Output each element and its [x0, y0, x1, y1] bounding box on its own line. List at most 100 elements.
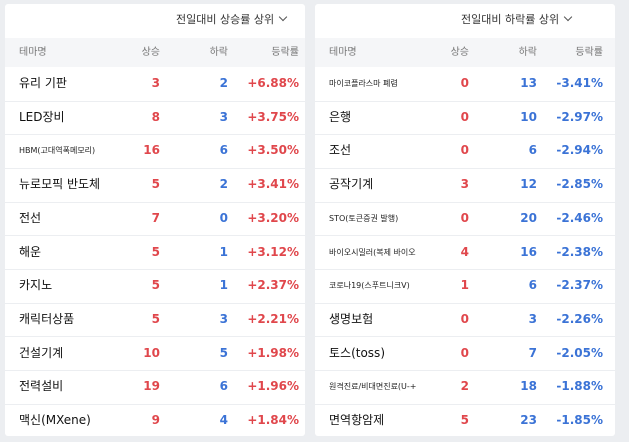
rise-count: 0 [460, 311, 469, 326]
theme-name: 공작기계 [329, 177, 374, 192]
header-fall: 하락 [518, 47, 537, 58]
sort-dropdown-rising[interactable]: 전일대비 상승률 상위 [5, 10, 305, 30]
fall-count: 6 [528, 278, 537, 293]
table-row[interactable]: 건설기계 10 5 +1.98% [5, 337, 305, 372]
theme-name: 해운 [19, 244, 42, 259]
theme-name: 유리 기판 [19, 76, 67, 90]
rise-count: 9 [151, 413, 160, 427]
rise-count: 0 [460, 210, 469, 225]
table-row[interactable]: 전선 7 0 +3.20% [5, 202, 305, 237]
table-header: 테마명 상승 하락 등락률 [315, 38, 615, 67]
table-row[interactable]: 토스(toss) 0 7 -2.05% [315, 337, 615, 372]
table-row[interactable]: 생명보험 0 3 -2.26% [315, 303, 615, 338]
rise-count: 10 [143, 345, 160, 360]
header-theme-name: 테마명 [329, 47, 357, 58]
falling-themes-panel: 전일대비 하락률 상위 테마명 상승 하락 등락률 마이코플라스마 폐렴 0 13-… [315, 4, 615, 436]
rise-count: 5 [460, 413, 469, 427]
fall-count: 16 [520, 244, 537, 259]
table-row[interactable]: 유리 기판 3 2 +6.88% [5, 67, 305, 102]
theme-name: 은행 [329, 109, 352, 124]
fall-count: 18 [520, 379, 537, 394]
fall-count: 10 [520, 109, 537, 124]
theme-name: 전력설비 [19, 379, 64, 394]
theme-name: 생명보험 [329, 311, 374, 326]
change-rate: +6.88% [247, 76, 299, 90]
change-rate: -2.85% [556, 177, 603, 192]
table-row[interactable]: 뉴로모픽 반도체 5 2 +3.41% [5, 168, 305, 203]
header-rise: 상승 [450, 47, 469, 58]
change-rate: +3.20% [247, 210, 299, 225]
fall-count: 3 [528, 311, 537, 326]
change-rate: +1.98% [247, 345, 299, 360]
theme-name: 바이오시밀러(복제 바이오 [329, 247, 416, 257]
fall-count: 1 [219, 278, 228, 293]
rise-count: 3 [151, 76, 160, 90]
table-row[interactable]: HBM(고대역폭메모리) 16 6 +3.50% [5, 134, 305, 169]
change-rate: +3.75% [247, 109, 299, 124]
table-row[interactable]: 카지노 5 1 +2.37% [5, 269, 305, 304]
change-rate: -1.85% [556, 413, 603, 427]
fall-count: 0 [219, 210, 228, 225]
rise-count: 0 [460, 76, 469, 90]
table-row[interactable]: 조선 0 6 -2.94% [315, 134, 615, 169]
fall-count: 13 [520, 76, 537, 90]
theme-name: 조선 [329, 143, 352, 158]
theme-name: 카지노 [19, 278, 53, 293]
theme-name: 뉴로모픽 반도체 [19, 177, 101, 192]
change-rate: -3.41% [556, 76, 603, 90]
table-row[interactable]: STO(토큰증권 발행) 0 20 -2.46% [315, 202, 615, 237]
fall-count: 6 [219, 379, 228, 394]
rise-count: 0 [460, 345, 469, 360]
table-row[interactable]: 바이오시밀러(복제 바이오 4 16 -2.38% [315, 236, 615, 270]
table-row[interactable]: 전력설비 19 6 +1.96% [5, 370, 305, 405]
table-row[interactable]: 면역항암제 5 23 -1.85% [315, 404, 615, 436]
theme-name: HBM(고대역폭메모리) [19, 146, 96, 156]
header-rise: 상승 [141, 47, 160, 58]
rise-count: 2 [460, 379, 469, 394]
table-row[interactable]: 코로나19(스푸트니크V) 1 6 -2.37% [315, 269, 615, 304]
table-row[interactable]: 맥신(MXene) 9 4 +1.84% [5, 404, 305, 436]
change-rate: +3.50% [247, 143, 299, 158]
rise-count: 0 [460, 143, 469, 158]
change-rate: +2.37% [247, 278, 299, 293]
table-row[interactable]: 해운 5 1 +3.12% [5, 236, 305, 270]
theme-name: 맥신(MXene) [19, 413, 91, 427]
rise-count: 5 [151, 311, 160, 326]
theme-name: 토스(toss) [329, 345, 385, 360]
chevron-down-icon [278, 12, 288, 22]
fall-count: 3 [219, 109, 228, 124]
header-change-rate: 등락률 [271, 47, 299, 58]
rise-count: 5 [151, 244, 160, 259]
change-rate: -2.38% [556, 244, 603, 259]
fall-count: 2 [219, 76, 228, 90]
fall-count: 20 [520, 210, 537, 225]
table-row[interactable]: 캐릭터상품 5 3 +2.21% [5, 303, 305, 338]
table-row[interactable]: 공작기계 3 12 -2.85% [315, 168, 615, 203]
rise-count: 5 [151, 177, 160, 192]
change-rate: +2.21% [247, 311, 299, 326]
rise-count: 5 [151, 278, 160, 293]
sort-dropdown-label: 전일대비 상승률 상위 [176, 13, 275, 26]
theme-name: 건설기계 [19, 345, 64, 360]
table-row[interactable]: 원격진료/비대면진료(U-+ 2 18 -1.88% [315, 370, 615, 405]
rise-count: 8 [151, 109, 160, 124]
fall-count: 23 [520, 413, 537, 427]
theme-name: 캐릭터상품 [19, 311, 75, 326]
theme-name: 코로나19(스푸트니크V) [329, 281, 410, 291]
fall-count: 6 [219, 143, 228, 158]
change-rate: -2.37% [556, 278, 603, 293]
table-row[interactable]: 마이코플라스마 폐렴 0 13 -3.41% [315, 67, 615, 102]
change-rate: -2.26% [556, 311, 603, 326]
table-row[interactable]: 은행 0 10 -2.97% [315, 101, 615, 136]
fall-count: 7 [528, 345, 537, 360]
fall-count: 4 [219, 413, 228, 427]
change-rate: +3.12% [247, 244, 299, 259]
sort-dropdown-falling[interactable]: 전일대비 하락률 상위 [315, 10, 615, 30]
sort-dropdown-label: 전일대비 하락률 상위 [461, 13, 560, 26]
theme-name: 전선 [19, 210, 42, 225]
fall-count: 3 [219, 311, 228, 326]
rise-count: 7 [151, 210, 160, 225]
fall-count: 2 [219, 177, 228, 192]
table-row[interactable]: LED장비 8 3 +3.75% [5, 101, 305, 136]
rising-themes-panel: 전일대비 상승률 상위 테마명 상승 하락 등락률 유리 기판 3 2 +6.88% L… [5, 4, 305, 436]
